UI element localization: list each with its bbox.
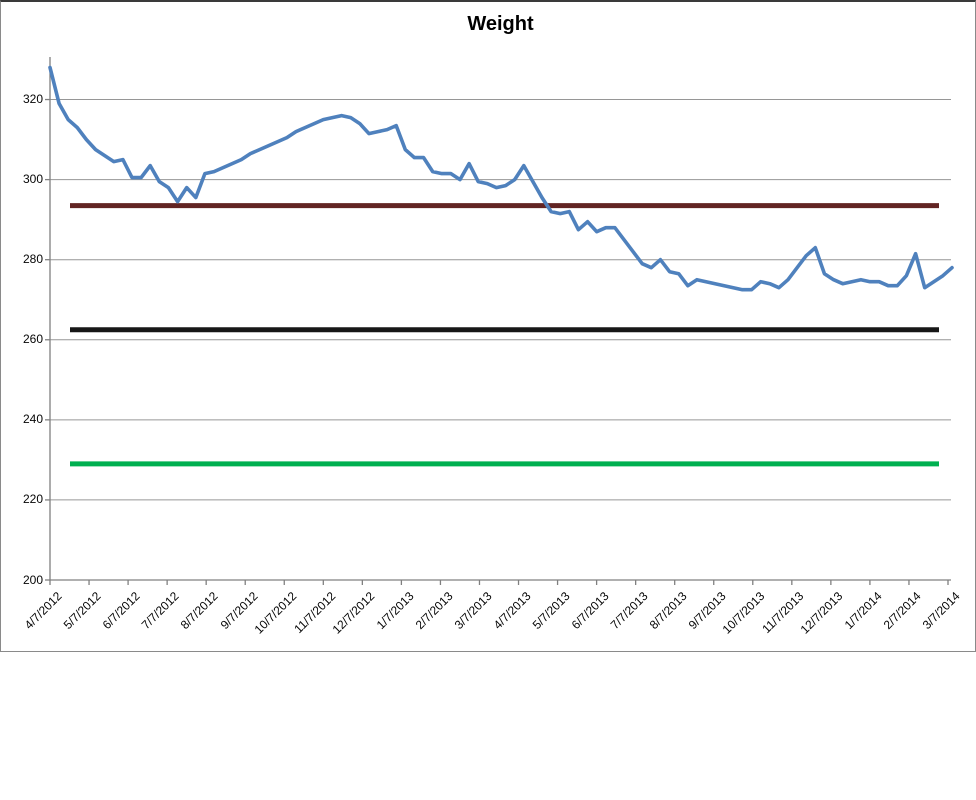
chart-area[interactable]: Weight 200 220 240 260 280 300 320 4/7/2012 5/7/… — [0, 0, 976, 652]
y-tick-label: 320 — [22, 92, 43, 107]
weight-line-series — [48, 65, 954, 292]
y-tick-label: 280 — [22, 252, 43, 267]
y-tick-label: 240 — [22, 412, 43, 427]
plot-area — [45, 57, 954, 585]
chart-title: Weight — [467, 13, 534, 35]
y-tick-label: 200 — [22, 572, 43, 587]
y-tick-label: 260 — [22, 332, 43, 347]
y-tick-label: 220 — [22, 492, 43, 507]
y-tick-label: 300 — [22, 172, 43, 187]
